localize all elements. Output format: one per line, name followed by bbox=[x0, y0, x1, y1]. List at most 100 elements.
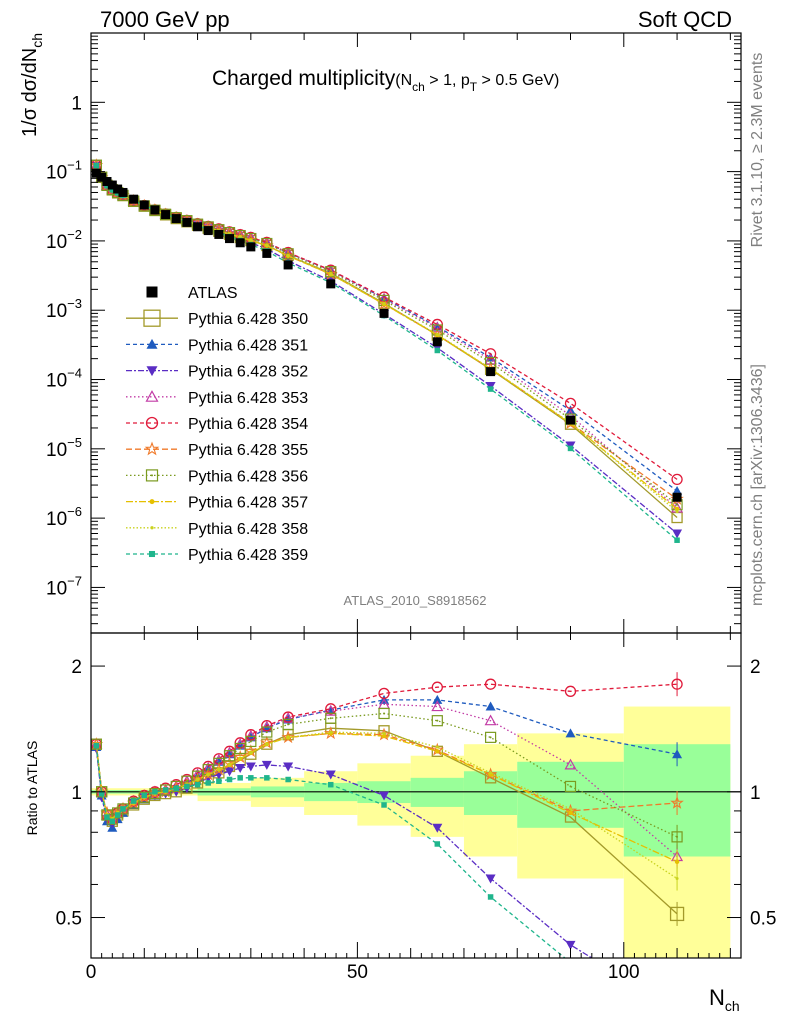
main-ylabel-sub: ch bbox=[29, 33, 45, 48]
ratio-point-358 bbox=[265, 742, 269, 746]
legend-item-350: Pythia 6.428 350 bbox=[126, 309, 308, 328]
ratio-point-359 bbox=[98, 790, 105, 797]
ratio-point-359 bbox=[264, 775, 270, 781]
main-point-354 bbox=[564, 397, 577, 410]
main-series-line-358 bbox=[95, 165, 678, 513]
main-ytick-label: 10−7 bbox=[46, 573, 82, 599]
ratio-ytick-label-left: 1 bbox=[71, 783, 82, 804]
ratio-point-359 bbox=[109, 818, 116, 825]
ratio-point-358 bbox=[329, 730, 333, 734]
ratio-point-359 bbox=[173, 785, 179, 791]
ratio-point-358 bbox=[228, 763, 232, 767]
plot-title-cut-close: > 0.5 GeV) bbox=[477, 72, 559, 89]
main-point-358 bbox=[265, 244, 269, 248]
ratio-point-359 bbox=[285, 776, 291, 783]
legend-marker bbox=[146, 366, 158, 377]
ratio-point-356 bbox=[234, 742, 246, 755]
ratio-point-351 bbox=[565, 728, 576, 738]
atlas-point bbox=[150, 205, 160, 215]
atlas-point bbox=[161, 210, 171, 220]
legend-label: Pythia 6.428 357 bbox=[188, 495, 308, 512]
legend-label: Pythia 6.428 353 bbox=[188, 390, 308, 407]
atlas-point bbox=[182, 217, 192, 227]
atlas-point bbox=[672, 492, 682, 502]
ratio-point-354 bbox=[431, 681, 443, 693]
ratio-series-line-355 bbox=[95, 732, 678, 821]
legend-item-351: Pythia 6.428 351 bbox=[126, 337, 308, 354]
atlas-point bbox=[129, 194, 139, 204]
main-point-354 bbox=[484, 348, 497, 360]
ratio-point-353 bbox=[324, 704, 337, 716]
atlas-point bbox=[91, 168, 101, 178]
ratio-point-358 bbox=[382, 731, 386, 735]
xtick-label: 0 bbox=[86, 962, 97, 983]
atlas-point bbox=[262, 248, 272, 258]
ratio-ytick-label-right: 2 bbox=[750, 657, 761, 678]
ratio-point-359 bbox=[434, 841, 441, 847]
ratio-point-359 bbox=[194, 781, 201, 788]
ratio-point-352 bbox=[379, 791, 390, 801]
plot-title-cut-sub1: ch bbox=[412, 80, 425, 94]
ratio-point-359 bbox=[568, 960, 574, 966]
plot-title-cut-open: (N bbox=[395, 72, 412, 89]
main-ytick-label: 10−6 bbox=[46, 504, 82, 530]
atlas-point bbox=[214, 229, 224, 239]
atlas-point bbox=[326, 279, 336, 289]
main-point-358 bbox=[382, 302, 386, 306]
ratio-point-354 bbox=[282, 711, 294, 723]
ratio-point-352 bbox=[432, 823, 443, 833]
main-point-359 bbox=[567, 445, 574, 452]
ratio-point-356 bbox=[378, 707, 390, 720]
ratio-point-359 bbox=[184, 783, 190, 790]
legend-label: Pythia 6.428 351 bbox=[188, 337, 308, 354]
ratio-ytick-label-left: 2 bbox=[71, 657, 82, 678]
xtick-label: 50 bbox=[347, 962, 368, 983]
ratio-point-358 bbox=[217, 768, 221, 772]
ratio-point-354 bbox=[378, 687, 390, 700]
atlas-point bbox=[203, 226, 213, 236]
ratio-point-352 bbox=[672, 1006, 682, 1015]
ratio-point-359 bbox=[381, 802, 387, 808]
main-point-359 bbox=[109, 187, 116, 193]
main-ytick-label: 1 bbox=[71, 93, 82, 114]
main-point-359 bbox=[674, 537, 680, 543]
legend-marker bbox=[150, 526, 154, 530]
ratio-point-354 bbox=[564, 685, 577, 697]
legend-marker bbox=[148, 550, 156, 558]
main-ylabel-text: 1/σ dσ/dN bbox=[19, 48, 41, 137]
ratio-point-358 bbox=[206, 773, 210, 777]
legend-item-ATLAS: ATLAS bbox=[146, 285, 238, 302]
header-right: Soft QCD bbox=[638, 7, 732, 32]
atlas-point bbox=[97, 172, 107, 182]
main-ytick-label: 10−4 bbox=[46, 366, 82, 392]
legend-item-356: Pythia 6.428 356 bbox=[126, 468, 308, 485]
main-point-358 bbox=[286, 254, 290, 258]
analysis-id: ATLAS_2010_S8918562 bbox=[344, 593, 487, 608]
xtick-label: 100 bbox=[608, 962, 640, 983]
legend-item-353: Pythia 6.428 353 bbox=[126, 390, 308, 407]
ratio-point-352 bbox=[235, 764, 246, 774]
ratio-point-359 bbox=[120, 806, 126, 812]
ratio-point-359 bbox=[226, 776, 233, 783]
legend-label: Pythia 6.428 359 bbox=[188, 547, 308, 564]
main-series-line-354 bbox=[95, 165, 678, 480]
uncertainty-bands bbox=[91, 706, 731, 958]
legend-label: ATLAS bbox=[188, 285, 238, 302]
ratio-point-352 bbox=[283, 762, 294, 772]
legend-marker bbox=[145, 390, 159, 402]
atlas-point bbox=[118, 187, 128, 197]
ratio-point-351 bbox=[432, 694, 443, 704]
ratio-point-359 bbox=[114, 812, 121, 818]
ratio-point-356 bbox=[431, 715, 443, 727]
legend-marker bbox=[146, 286, 158, 298]
ratio-point-354 bbox=[245, 729, 257, 741]
atlas-point bbox=[283, 260, 293, 270]
atlas-point bbox=[139, 200, 149, 210]
ratio-point-358 bbox=[196, 778, 200, 782]
atlas-point bbox=[171, 214, 181, 224]
ratio-point-359 bbox=[93, 742, 100, 749]
legend-label: Pythia 6.428 358 bbox=[188, 521, 308, 538]
ratio-point-352 bbox=[261, 760, 272, 770]
atlas-point bbox=[432, 337, 442, 347]
